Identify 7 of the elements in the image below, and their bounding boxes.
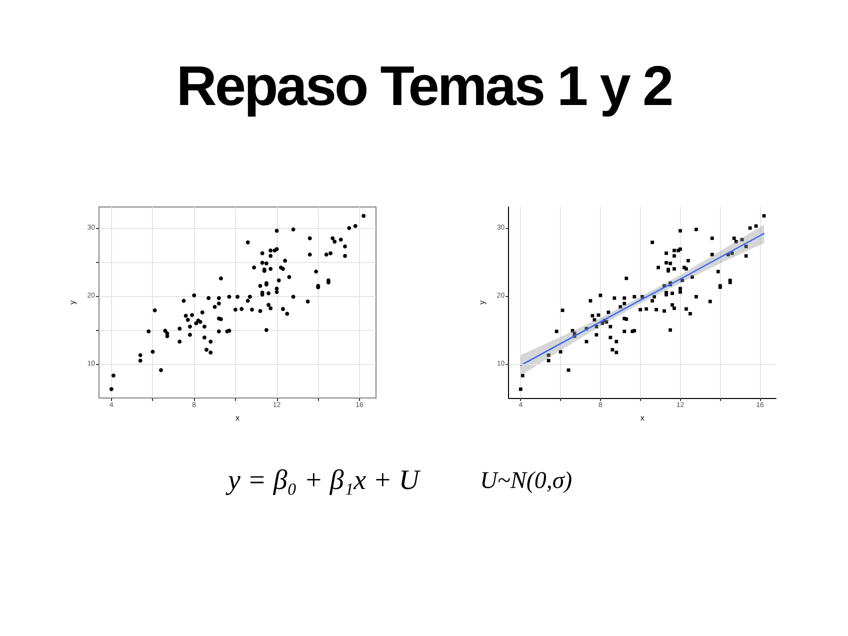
- text: y = β₀ + β₁x + U: [228, 464, 420, 498]
- text: Repaso Temas 1 y 2: [175, 54, 673, 118]
- y-axis-title: y: [478, 300, 486, 304]
- text: U~N(0,σ): [480, 467, 572, 496]
- y-axis-title: y: [68, 300, 77, 304]
- x-axis-title: x: [640, 413, 644, 422]
- x-axis-title: x: [236, 413, 240, 422]
